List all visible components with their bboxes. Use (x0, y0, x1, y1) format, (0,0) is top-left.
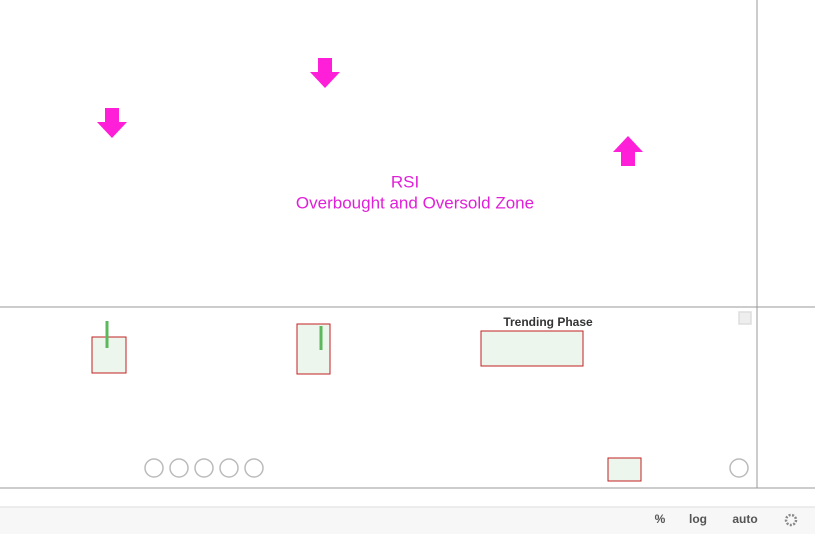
reset[interactable] (194, 458, 214, 478)
zoom-out[interactable] (169, 458, 189, 478)
highlight-box (607, 457, 642, 482)
maximize[interactable] (738, 311, 752, 325)
zoom-in[interactable] (219, 458, 239, 478)
nav-buttons (144, 311, 752, 478)
nav-right[interactable] (244, 458, 264, 478)
down-arrow (310, 58, 340, 88)
toolbar-auto[interactable]: auto (732, 512, 757, 526)
settings-icon[interactable] (784, 513, 798, 527)
toolbar-percent[interactable]: % (655, 512, 666, 526)
highlight-box (296, 323, 331, 375)
toolbar (0, 507, 815, 534)
annotation-title: RSI (391, 172, 419, 191)
nav-left[interactable] (144, 458, 164, 478)
go-end[interactable] (729, 458, 749, 478)
highlight-box (91, 336, 127, 374)
highlight-box (480, 330, 584, 367)
up-arrow (613, 136, 643, 166)
annotation-subtitle: Overbought and Oversold Zone (296, 193, 534, 212)
toolbar-log[interactable]: log (689, 512, 707, 526)
phase-label: Trending Phase (503, 315, 593, 329)
down-arrow (97, 108, 127, 138)
